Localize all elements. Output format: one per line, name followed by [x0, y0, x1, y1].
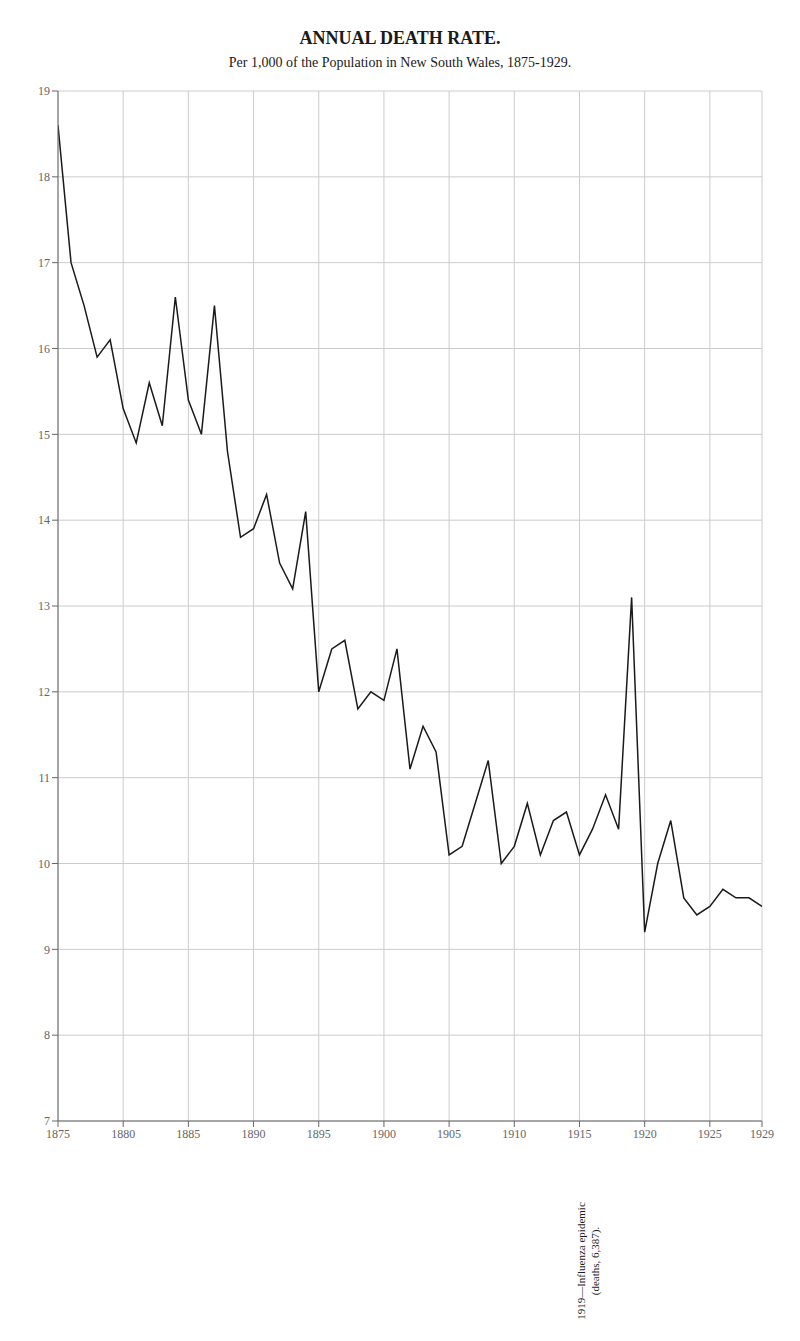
html-text:1919—Influenza epidemic (death: 1919—Influenza epidemic (deaths, 6,387). — [575, 1202, 601, 1320]
svg-text:1910: 1910 — [502, 1127, 526, 1141]
html-text:Per 1,000 of the Population in: Per 1,000 of the Population in New South… — [228, 55, 572, 70]
svg-text:1885: 1885 — [176, 1127, 200, 1141]
svg-text:7: 7 — [44, 1114, 50, 1128]
html-text:ANNUAL DEATH RATE.: ANNUAL DEATH RATE. — [299, 28, 501, 48]
svg-text:1880: 1880 — [111, 1127, 135, 1141]
svg-text:8: 8 — [44, 1028, 50, 1042]
svg-text:10: 10 — [38, 857, 50, 871]
svg-text:1929: 1929 — [750, 1127, 774, 1141]
svg-text:11: 11 — [38, 771, 50, 785]
svg-text:17: 17 — [38, 256, 50, 270]
svg-text:9: 9 — [44, 943, 50, 957]
svg-text:13: 13 — [38, 599, 50, 613]
svg-text:15: 15 — [38, 428, 50, 442]
svg-text:16: 16 — [38, 342, 50, 356]
svg-text:1925: 1925 — [698, 1127, 722, 1141]
svg-text:1905: 1905 — [437, 1127, 461, 1141]
svg-text:1915: 1915 — [567, 1127, 591, 1141]
svg-text:12: 12 — [38, 685, 50, 699]
svg-text:1920: 1920 — [633, 1127, 657, 1141]
svg-text:19: 19 — [38, 84, 50, 98]
svg-text:18: 18 — [38, 170, 50, 184]
svg-text:1875: 1875 — [46, 1127, 70, 1141]
svg-text:1890: 1890 — [242, 1127, 266, 1141]
svg-text:1900: 1900 — [372, 1127, 396, 1141]
svg-text:14: 14 — [38, 513, 50, 527]
svg-text:1895: 1895 — [307, 1127, 331, 1141]
